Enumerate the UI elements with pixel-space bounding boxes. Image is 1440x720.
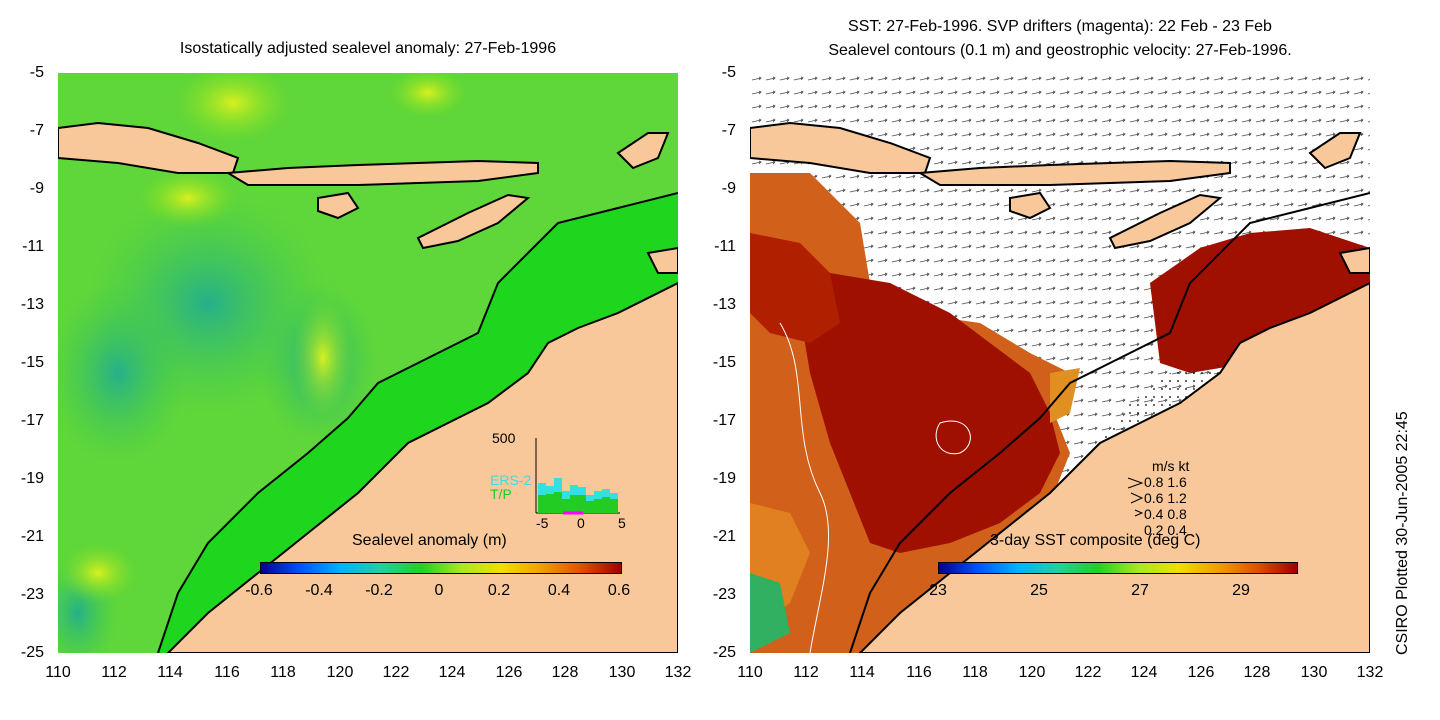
right-xtick: 116 xyxy=(906,664,932,681)
right-xtick: 130 xyxy=(1300,664,1328,681)
left-xtick: 122 xyxy=(382,664,410,681)
right-xtick: 110 xyxy=(737,664,763,681)
histogram-xtick-5: 5 xyxy=(618,515,626,531)
right-xtick: 118 xyxy=(962,664,988,681)
right-colorbar-tick: 23 xyxy=(929,582,947,599)
sealevel-anomaly-map xyxy=(58,73,678,653)
right-ytick: -7 xyxy=(721,122,736,139)
left-colorbar xyxy=(260,562,622,574)
left-ytick: -7 xyxy=(29,122,44,139)
right-xtick: 124 xyxy=(1130,664,1158,681)
velocity-legend-row: 0.8 1.6 xyxy=(1144,474,1187,490)
left-xtick: 118 xyxy=(270,664,296,681)
left-colorbar-tick: 0.4 xyxy=(547,582,571,599)
right-ytick: -17 xyxy=(712,412,736,429)
histogram-inset xyxy=(535,438,620,515)
left-xtick: 114 xyxy=(157,664,183,681)
left-ytick: -11 xyxy=(22,238,44,255)
right-xtick: 114 xyxy=(849,664,875,681)
left-colorbar-tick: 0.6 xyxy=(607,582,631,599)
left-xtick: 126 xyxy=(495,664,523,681)
right-colorbar-label: 3-day SST composite (deg C) xyxy=(990,532,1201,549)
right-ytick: -9 xyxy=(721,180,736,197)
left-ytick: -15 xyxy=(20,354,44,371)
right-xtick: 120 xyxy=(1018,664,1046,681)
left-colorbar-tick: -0.4 xyxy=(305,582,333,599)
right-colorbar xyxy=(938,562,1298,574)
right-ytick: -23 xyxy=(712,586,736,603)
left-xtick: 124 xyxy=(438,664,466,681)
right-ytick: -25 xyxy=(712,644,736,661)
right-colorbar-tick: 27 xyxy=(1131,582,1149,599)
velocity-legend-row: 0.2 0.4 xyxy=(1144,522,1187,538)
right-panel-title-line1: SST: 27-Feb-1996. SVP drifters (magenta)… xyxy=(848,18,1272,35)
right-ytick: -11 xyxy=(714,238,736,255)
left-ytick: -21 xyxy=(20,528,44,545)
left-xtick: 130 xyxy=(608,664,636,681)
left-xtick: 128 xyxy=(551,664,579,681)
left-ytick: -9 xyxy=(29,180,44,197)
left-ytick: -25 xyxy=(20,644,44,661)
right-panel-title-line2: Sealevel contours (0.1 m) and geostrophi… xyxy=(828,42,1292,59)
credit-text: CSIRO Plotted 30-Jun-2005 22:45 xyxy=(1394,411,1411,655)
left-xtick: 110 xyxy=(45,664,71,681)
velocity-legend-row: 0.6 1.2 xyxy=(1144,490,1187,506)
right-xtick: 112 xyxy=(793,664,819,681)
velocity-legend-header: m/s kt xyxy=(1152,458,1190,474)
left-panel-title: Isostatically adjusted sealevel anomaly:… xyxy=(179,40,557,57)
left-ytick: -13 xyxy=(20,296,44,313)
left-xtick: 112 xyxy=(101,664,127,681)
right-ytick: -5 xyxy=(721,64,736,81)
right-ytick: -19 xyxy=(712,470,736,487)
sst-velocity-map xyxy=(750,73,1370,653)
left-colorbar-tick: -0.2 xyxy=(365,582,393,599)
left-colorbar-label: Sealevel anomaly (m) xyxy=(352,532,507,549)
right-xtick: 128 xyxy=(1243,664,1271,681)
histogram-ymax-label: 500 xyxy=(492,430,516,446)
left-ytick: -5 xyxy=(29,64,44,81)
right-ytick: -15 xyxy=(712,354,736,371)
right-colorbar-tick: 29 xyxy=(1232,582,1250,599)
left-colorbar-tick: 0.2 xyxy=(487,582,511,599)
histogram-series-ers2: ERS-2 xyxy=(490,472,532,488)
left-ytick: -17 xyxy=(20,412,44,429)
left-xtick: 120 xyxy=(326,664,354,681)
left-ytick: -23 xyxy=(20,586,44,603)
right-xtick: 122 xyxy=(1074,664,1102,681)
right-colorbar-tick: 25 xyxy=(1030,582,1048,599)
left-ytick: -19 xyxy=(20,470,44,487)
right-xtick: 132 xyxy=(1356,664,1384,681)
left-xtick: 116 xyxy=(214,664,240,681)
histogram-xtick-neg5: -5 xyxy=(536,515,549,531)
velocity-legend-row: 0.4 0.8 xyxy=(1144,506,1187,522)
left-colorbar-tick: -0.6 xyxy=(245,582,273,599)
left-xtick: 132 xyxy=(664,664,692,681)
left-colorbar-tick: 0 xyxy=(434,582,444,599)
right-ytick: -13 xyxy=(712,296,736,313)
histogram-series-tp: T/P xyxy=(490,486,512,502)
histogram-xtick-0: 0 xyxy=(577,515,585,531)
right-xtick: 126 xyxy=(1187,664,1215,681)
right-ytick: -21 xyxy=(712,528,736,545)
